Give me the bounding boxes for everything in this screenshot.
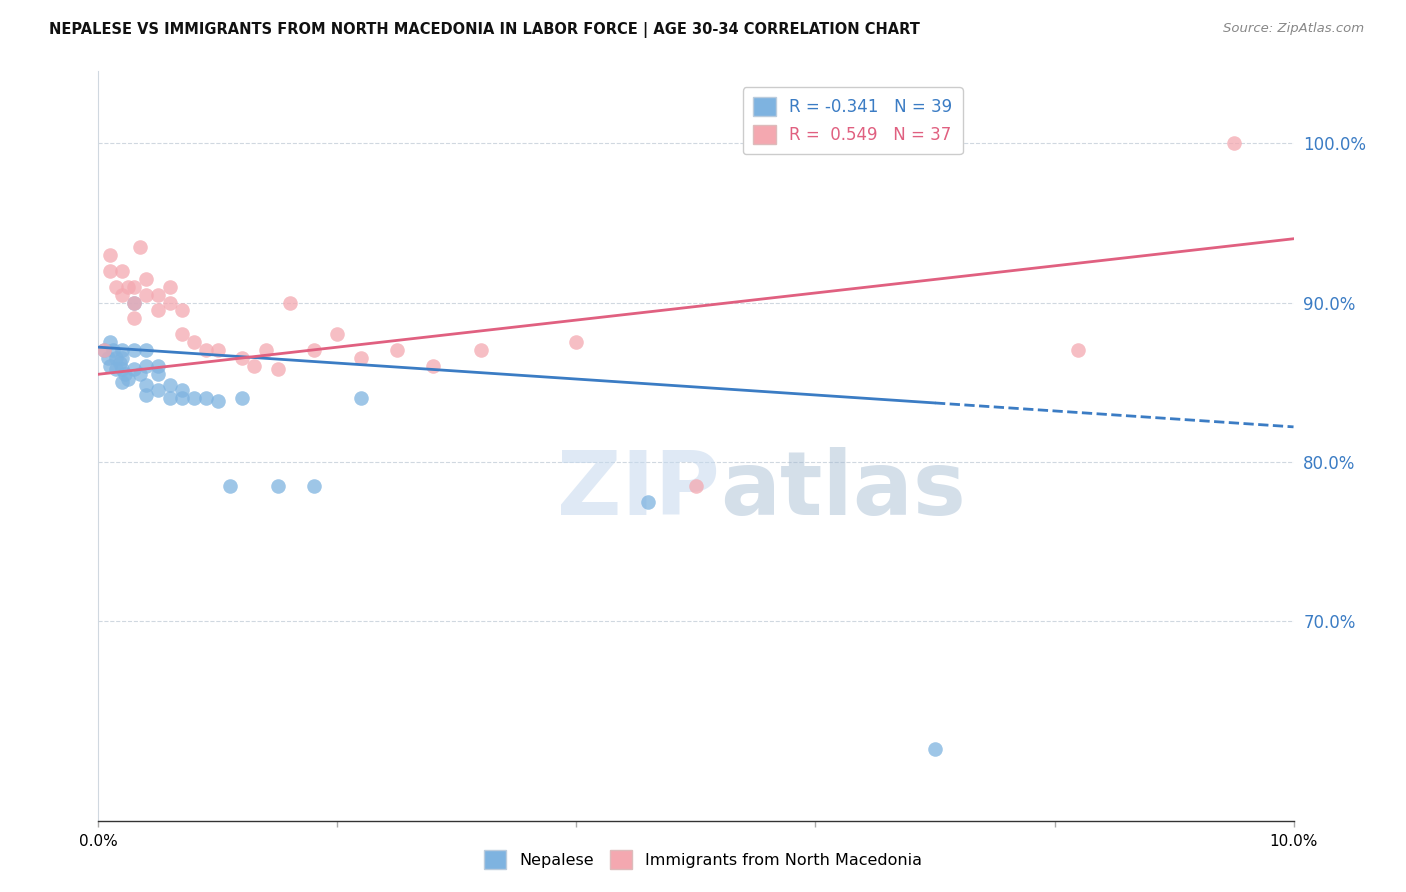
Point [278, 295, 301, 310]
Point [172, 327, 194, 342]
Text: ZIP: ZIP [557, 448, 720, 534]
Point [243, 359, 266, 374]
Point [135, 378, 157, 392]
Text: Source: ZipAtlas.com: Source: ZipAtlas.com [1223, 22, 1364, 36]
Point [135, 343, 157, 358]
Point [101, 343, 124, 358]
Point [129, 368, 152, 382]
Point [1223, 136, 1246, 150]
Point [98, 359, 122, 374]
Point [97, 351, 120, 366]
Point [350, 351, 373, 366]
Point [135, 287, 157, 301]
Point [98, 263, 122, 277]
Point [207, 343, 229, 358]
Point [124, 279, 146, 293]
Point [302, 343, 325, 358]
Point [117, 372, 139, 386]
Point [111, 362, 134, 376]
Point [105, 279, 128, 293]
Point [183, 335, 205, 350]
Point [231, 351, 253, 366]
Point [207, 394, 229, 409]
Point [231, 391, 253, 405]
Point [267, 479, 290, 493]
Point [148, 359, 170, 374]
Point [385, 343, 409, 358]
Point [124, 343, 146, 358]
Point [302, 479, 325, 493]
Point [183, 391, 205, 405]
Point [98, 248, 122, 262]
Text: 10.0%: 10.0% [1270, 834, 1317, 848]
Point [195, 343, 218, 358]
Point [148, 368, 170, 382]
Text: atlas: atlas [720, 448, 966, 534]
Point [124, 362, 146, 376]
Point [124, 295, 146, 310]
Point [219, 479, 242, 493]
Point [108, 356, 131, 370]
Text: NEPALESE VS IMMIGRANTS FROM NORTH MACEDONIA IN LABOR FORCE | AGE 30-34 CORRELATI: NEPALESE VS IMMIGRANTS FROM NORTH MACEDO… [49, 22, 920, 38]
Point [254, 343, 277, 358]
Point [565, 335, 588, 350]
Point [159, 279, 181, 293]
Point [159, 378, 181, 392]
Point [135, 388, 157, 402]
Point [129, 240, 152, 254]
Point [267, 362, 290, 376]
Point [111, 343, 134, 358]
Point [159, 391, 181, 405]
Point [98, 335, 122, 350]
Point [470, 343, 492, 358]
Point [117, 279, 139, 293]
Point [93, 343, 115, 358]
Point [172, 383, 194, 397]
Text: 0.0%: 0.0% [79, 834, 118, 848]
Point [1067, 343, 1090, 358]
Point [111, 351, 134, 366]
Point [350, 391, 373, 405]
Point [135, 271, 157, 285]
Point [93, 343, 115, 358]
Point [148, 303, 170, 318]
Point [159, 295, 181, 310]
Point [148, 287, 170, 301]
Point [114, 368, 136, 382]
Point [172, 303, 194, 318]
Point [124, 295, 146, 310]
Point [105, 351, 128, 366]
Point [135, 359, 157, 374]
Point [326, 327, 349, 342]
Point [195, 391, 218, 405]
Point [105, 362, 128, 376]
Point [637, 495, 659, 509]
Point [148, 383, 170, 397]
Point [172, 391, 194, 405]
Point [111, 376, 134, 390]
Point [422, 359, 444, 374]
Point [111, 287, 134, 301]
Point [924, 742, 946, 756]
Legend: Nepalese, Immigrants from North Macedonia: Nepalese, Immigrants from North Macedoni… [478, 844, 928, 875]
Point [124, 311, 146, 326]
Legend: R = -0.341   N = 39, R =  0.549   N = 37: R = -0.341 N = 39, R = 0.549 N = 37 [742, 87, 963, 154]
Point [111, 263, 134, 277]
Point [685, 479, 707, 493]
